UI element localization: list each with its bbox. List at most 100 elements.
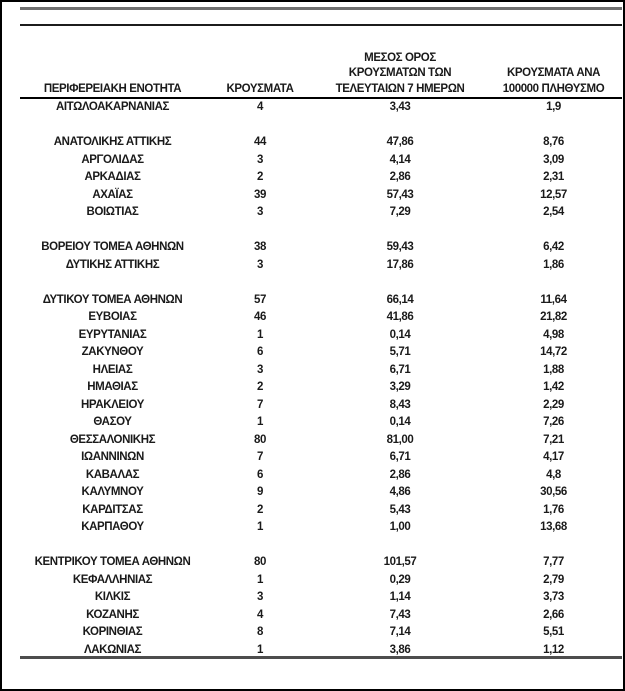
cell-regional-unit: ΛΑΚΩΝΙΑΣ [83,643,141,656]
cell-cases-per-100k: 4,17 [543,451,564,463]
spacer-row [20,274,622,292]
cell-cases: 2 [257,381,263,393]
cell-7day-average: 5,43 [389,503,411,516]
cell-regional-unit: ΗΜΑΘΙΑΣ [87,381,138,393]
table-row: ΚΕΦΑΛΛΗΝΙΑΣ 1 0,29 2,79 [20,572,622,590]
cell-7day-average: 6,71 [389,363,411,376]
top-rule-thick [20,7,622,10]
cell-cases-per-100k: 30,56 [540,486,567,498]
table-row: ΑΡΚΑΔΙΑΣ 2 2,86 2,31 [20,169,622,187]
cell-7day-average: 5,71 [389,346,411,358]
table-row: ΚΟΖΑΝΗΣ 4 7,43 2,66 [20,607,622,625]
header-cases: ΚΡΟΥΣΜΑΤΑ [226,82,294,95]
cell-regional-unit: ΒΟΡΕΙΟΥ ΤΟΜΕΑ ΑΘΗΝΩΝ [41,241,184,253]
cell-7day-average: 47,86 [386,136,414,148]
cell-cases: 1 [257,573,263,586]
cell-cases-per-100k: 5,51 [543,626,564,638]
table-row: ΚΑΡΔΙΤΣΑΣ 2 5,43 1,76 [20,502,622,520]
cell-7day-average: 0,14 [389,416,411,428]
table-row: ΚΑΡΠΑΘΟΥ 1 1,00 13,68 [20,519,622,537]
cell-cases-per-100k: 3,09 [543,153,564,166]
cell-cases-per-100k: 1,76 [543,503,564,516]
cell-cases-per-100k: 11,64 [540,293,567,306]
cell-regional-unit: ΒΟΙΩΤΙΑΣ [86,206,139,218]
table-row: ΚΟΡΙΝΘΙΑΣ 8 7,14 5,51 [20,624,622,642]
table-row: ΗΜΑΘΙΑΣ 2 3,29 1,42 [20,379,622,397]
cell-7day-average: 4,14 [389,153,411,166]
cell-7day-average: 17,86 [386,258,414,271]
cell-regional-unit: ΘΕΣΣΑΛΟΝΙΚΗΣ [69,433,156,446]
cell-regional-unit: ΕΥΒΟΙΑΣ [88,311,137,323]
cell-cases: 3 [257,363,263,376]
cell-7day-average: 7,29 [389,206,411,218]
cell-7day-average: 101,57 [383,556,417,568]
cell-regional-unit: ΚΑΒΑΛΑΣ [85,468,140,481]
header-7day-average-line2: ΚΡΟΥΣΜΑΤΩΝ ΤΩΝ [348,67,452,79]
cell-cases-per-100k: 14,72 [540,346,567,358]
cell-regional-unit: ΚΕΦΑΛΛΗΝΙΑΣ [72,573,153,586]
table-row: ΘΑΣΟΥ 1 0,14 7,26 [20,414,622,432]
cell-cases: 7 [257,451,263,463]
table-row: ΕΥΡΥΤΑΝΙΑΣ 1 0,14 4,98 [20,327,622,345]
cell-7day-average: 59,43 [386,241,414,253]
cell-7day-average: 3,86 [389,643,411,656]
cell-7day-average: 0,14 [389,328,411,341]
cell-cases-per-100k: 7,26 [543,416,564,428]
cell-regional-unit: ΑΧΑΪΑΣ [92,188,133,201]
cell-7day-average: 41,86 [386,311,414,323]
cell-regional-unit: ΑΡΚΑΔΙΑΣ [84,171,141,183]
cell-cases: 1 [257,521,263,533]
cell-regional-unit: ΘΑΣΟΥ [93,416,132,428]
table-row: ΔΥΤΙΚΟΥ ΤΟΜΕΑ ΑΘΗΝΩΝ 57 66,14 11,64 [20,292,622,310]
cell-regional-unit: ΚΙΛΚΙΣ [94,591,131,603]
cell-7day-average: 4,86 [389,486,411,498]
cell-7day-average: 7,43 [389,608,411,621]
header-underline [20,97,622,99]
cell-cases-per-100k: 13,68 [540,521,567,533]
cell-7day-average: 2,86 [389,171,411,183]
cell-regional-unit: ΗΛΕΙΑΣ [92,363,133,376]
table-row: ΚΕΝΤΡΙΚΟΥ ΤΟΜΕΑ ΑΘΗΝΩΝ 80 101,57 7,77 [20,554,622,572]
cell-cases: 80 [254,433,266,446]
header-7day-average: ΜΕΣΟΣ ΟΡΟΣ ΚΡΟΥΣΜΑΤΩΝ ΤΩΝ ΤΕΛΕΥΤΑΙΩΝ 7 Η… [315,51,485,98]
cell-cases-per-100k: 2,54 [543,206,564,218]
cell-regional-unit: ΚΑΡΠΑΘΟΥ [81,521,144,533]
table-row: ΔΥΤΙΚΗΣ ΑΤΤΙΚΗΣ 3 17,86 1,86 [20,257,622,275]
table-row: ΗΛΕΙΑΣ 3 6,71 1,88 [20,362,622,380]
header-7day-average-line1: ΜΕΣΟΣ ΟΡΟΣ [364,51,436,64]
cell-cases-per-100k: 1,88 [543,363,564,376]
table-body: ΑΙΤΩΛΟΑΚΑΡΝΑΝΙΑΣ 4 3,43 1,9 ΑΝΑΤΟΛΙΚΗΣ ΑΤΤΙΚ… [20,99,622,659]
cell-7day-average: 1,14 [389,591,411,603]
cell-7day-average: 7,14 [389,626,411,638]
cell-cases: 4 [257,608,263,621]
spacer-row [20,222,622,240]
cell-7day-average: 66,14 [386,293,414,306]
cell-cases: 6 [257,346,263,358]
table-header-row: ΠΕΡΙΦΕΡΕΙΑΚΗ ΕΝΟΤΗΤΑ ΚΡΟΥΣΜΑΤΑ ΜΕΣΟΣ ΟΡΟ… [20,44,622,97]
cell-cases: 46 [254,311,266,323]
cell-cases: 7 [257,398,263,411]
cell-cases: 9 [257,486,263,498]
table-row: ΚΑΒΑΛΑΣ 6 2,86 4,8 [20,467,622,485]
cell-7day-average: 3,43 [389,101,411,113]
table-row: ΒΟΡΕΙΟΥ ΤΟΜΕΑ ΑΘΗΝΩΝ 38 59,43 6,42 [20,239,622,257]
cell-7day-average: 8,43 [389,398,411,411]
cell-cases-per-100k: 8,76 [543,136,564,148]
cell-cases: 80 [254,556,266,568]
table-row: ΙΩΑΝΝΙΝΩΝ 7 6,71 4,17 [20,449,622,467]
cell-7day-average: 1,00 [389,521,411,533]
cell-cases: 3 [257,153,263,166]
table-row: ΚΑΛΥΜΝΟΥ 9 4,86 30,56 [20,484,622,502]
header-7day-average-line3: ΤΕΛΕΥΤΑΙΩΝ 7 ΗΜΕΡΩΝ [335,82,465,95]
cell-cases-per-100k: 1,9 [546,101,561,113]
table-row: ΛΑΚΩΝΙΑΣ 1 3,86 1,12 [20,642,622,660]
cell-cases-per-100k: 7,21 [543,433,564,446]
cell-regional-unit: ΚΕΝΤΡΙΚΟΥ ΤΟΜΕΑ ΑΘΗΝΩΝ [34,556,191,568]
table-row: ΒΟΙΩΤΙΑΣ 3 7,29 2,54 [20,204,622,222]
cell-cases: 2 [257,503,263,516]
cell-7day-average: 3,29 [389,381,411,393]
table-row: ΑΝΑΤΟΛΙΚΗΣ ΑΤΤΙΚΗΣ 44 47,86 8,76 [20,134,622,152]
cell-cases: 3 [257,206,263,218]
cell-regional-unit: ΗΡΑΚΛΕΙΟΥ [81,398,144,411]
header-cases-per-100k: ΚΡΟΥΣΜΑΤΑ ΑΝΑ 100000 ΠΛΗΘΥΣΜΟ [485,66,622,97]
